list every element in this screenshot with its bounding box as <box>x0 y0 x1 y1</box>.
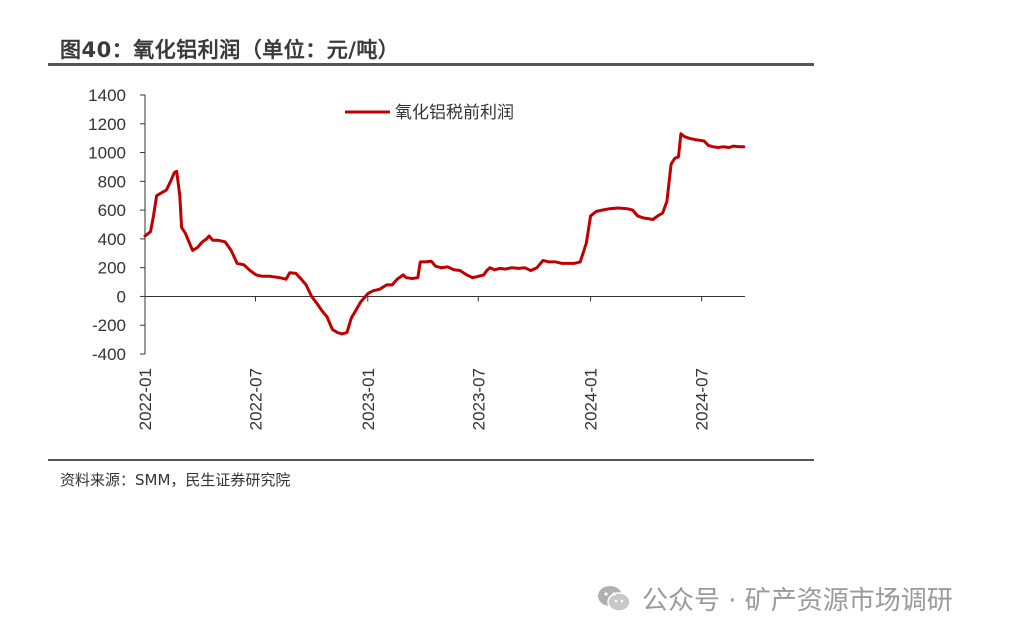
y-tick-label: 600 <box>98 201 126 220</box>
x-tick-label: 2024-01 <box>582 368 601 430</box>
x-tick-label: 2022-01 <box>136 368 155 430</box>
x-axis-ticks: 2022-01 2022-07 2023-01 2023-07 2024-01 2024-… <box>136 296 712 430</box>
series-line <box>143 132 746 336</box>
watermark-text: 公众号 · 矿产资源市场调研 <box>642 586 953 616</box>
y-tick-label: -200 <box>92 316 126 335</box>
y-tick-label: 1200 <box>88 115 126 134</box>
source-rule <box>48 459 814 461</box>
legend-label: 氧化铝税前利润 <box>395 103 514 123</box>
y-tick-label: -400 <box>92 345 126 364</box>
chart-title: 图40：氧化铝利润（单位：元/吨） <box>60 38 400 62</box>
watermark: 公众号 · 矿产资源市场调研 <box>596 580 953 617</box>
legend: 氧化铝税前利润 <box>345 103 514 123</box>
x-tick-label: 2022-07 <box>246 368 265 430</box>
x-tick-label: 2023-01 <box>359 368 378 430</box>
y-tick-label: 0 <box>117 287 126 306</box>
wechat-icon <box>598 585 631 612</box>
x-tick-label: 2023-07 <box>469 368 488 430</box>
y-tick-label: 400 <box>98 230 126 249</box>
series-group <box>143 132 746 336</box>
axes <box>144 95 745 354</box>
y-axis-ticks: 1400 1200 1000 800 600 400 200 0 -200 -400 <box>88 86 145 364</box>
title-rule <box>48 63 814 66</box>
y-tick-label: 1400 <box>88 86 126 105</box>
y-tick-label: 200 <box>98 259 126 278</box>
x-tick-label: 2024-07 <box>693 368 712 430</box>
y-tick-label: 800 <box>98 172 126 191</box>
y-tick-label: 1000 <box>88 144 126 163</box>
source-note: 资料来源：SMM，民生证券研究院 <box>60 471 291 489</box>
